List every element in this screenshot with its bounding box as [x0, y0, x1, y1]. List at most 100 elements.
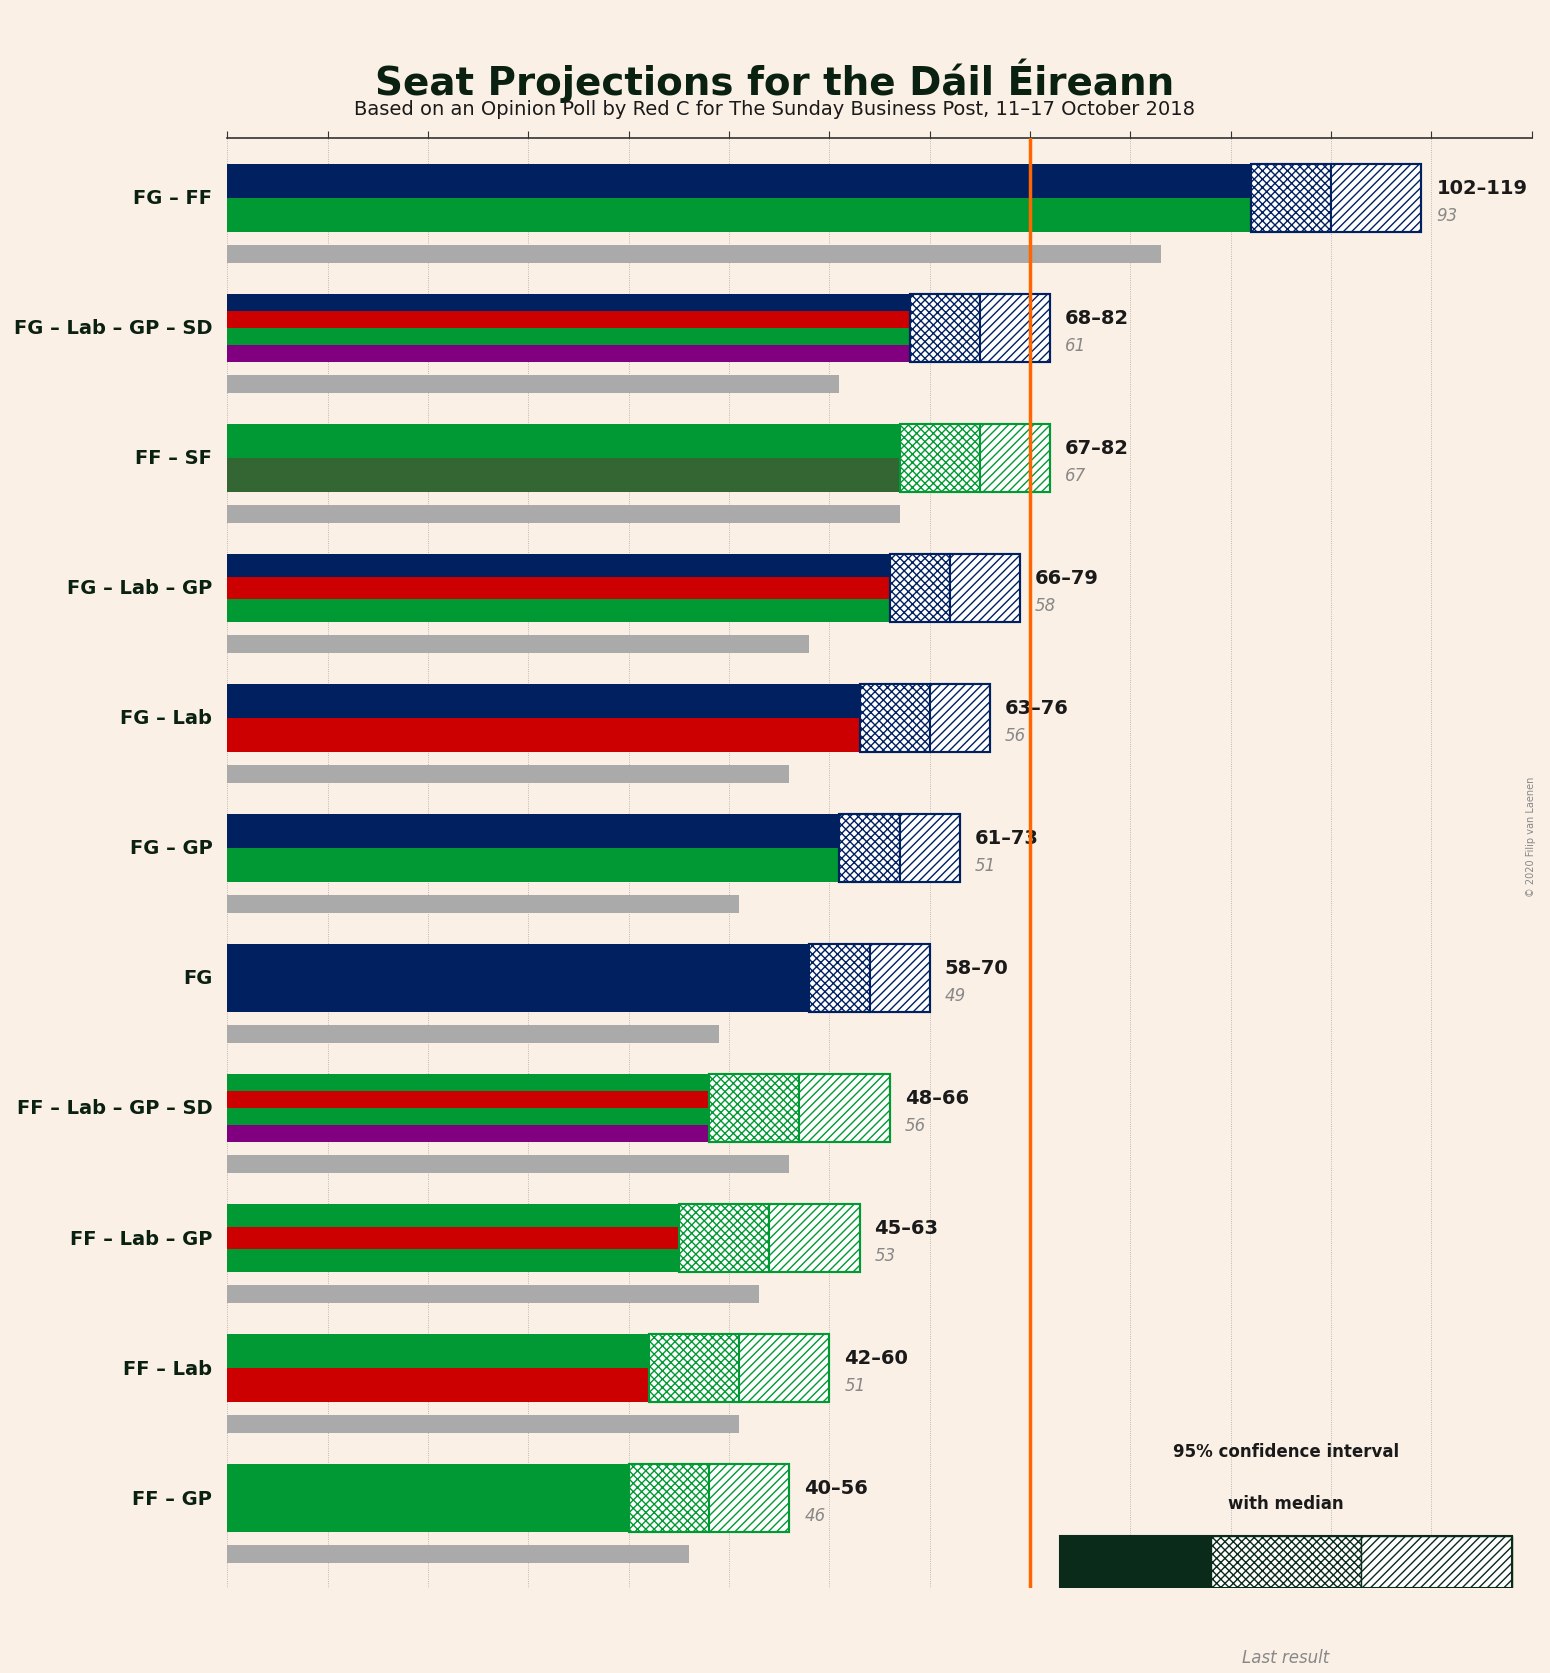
Text: 49: 49: [946, 987, 966, 1004]
Bar: [629, 1464, 708, 1532]
Bar: [228, 1544, 688, 1563]
Bar: [800, 1074, 890, 1143]
Text: FG – GP: FG – GP: [130, 838, 212, 858]
Bar: [649, 1335, 829, 1402]
Bar: [890, 555, 1020, 622]
Bar: [228, 1074, 708, 1091]
Bar: [228, 1205, 679, 1226]
Bar: [1060, 1536, 1511, 1588]
Text: Seat Projections for the Dáil Éireann: Seat Projections for the Dáil Éireann: [375, 59, 1175, 104]
Bar: [228, 1154, 789, 1173]
Bar: [228, 1250, 679, 1271]
Bar: [228, 1108, 708, 1126]
Bar: [228, 636, 809, 654]
Text: FF – Lab – GP – SD: FF – Lab – GP – SD: [17, 1099, 212, 1118]
Bar: [228, 1026, 719, 1044]
Bar: [1060, 1608, 1353, 1636]
Text: FF – SF: FF – SF: [135, 448, 212, 468]
Bar: [809, 945, 930, 1012]
Text: FF – Lab: FF – Lab: [124, 1358, 212, 1377]
Text: 67: 67: [1065, 467, 1087, 485]
Text: Last result: Last result: [1243, 1648, 1330, 1666]
Text: 63–76: 63–76: [1004, 699, 1069, 718]
Bar: [910, 294, 980, 363]
Bar: [870, 945, 930, 1012]
Text: 67–82: 67–82: [1065, 438, 1130, 458]
Bar: [1211, 1536, 1361, 1588]
Bar: [228, 815, 840, 848]
Text: 56: 56: [1004, 726, 1026, 744]
Bar: [228, 684, 860, 718]
Text: FG – Lab – GP: FG – Lab – GP: [67, 579, 212, 599]
Text: 58–70: 58–70: [946, 959, 1009, 977]
Bar: [228, 311, 910, 328]
Bar: [1251, 166, 1331, 233]
Text: 61–73: 61–73: [975, 828, 1038, 848]
Text: 93: 93: [1437, 207, 1457, 224]
Bar: [228, 294, 910, 311]
Bar: [1251, 166, 1421, 233]
Text: with median: with median: [1228, 1494, 1344, 1512]
Text: Based on an Opinion Poll by Red C for The Sunday Business Post, 11–17 October 20: Based on an Opinion Poll by Red C for Th…: [355, 100, 1195, 119]
Bar: [228, 577, 890, 601]
Text: 53: 53: [874, 1246, 896, 1265]
Bar: [840, 815, 959, 882]
Text: 40–56: 40–56: [804, 1479, 868, 1497]
Bar: [980, 294, 1051, 363]
Bar: [228, 346, 910, 363]
Bar: [980, 425, 1051, 492]
Bar: [228, 328, 910, 346]
Text: 48–66: 48–66: [905, 1089, 969, 1108]
Bar: [228, 1369, 649, 1402]
Text: 46: 46: [804, 1506, 826, 1524]
Bar: [228, 458, 899, 492]
Bar: [930, 684, 990, 753]
Bar: [228, 166, 1251, 199]
Text: FG – FF: FG – FF: [133, 189, 212, 209]
Text: 95% confidence interval: 95% confidence interval: [1173, 1442, 1400, 1461]
Text: 51: 51: [975, 857, 997, 875]
Bar: [860, 684, 990, 753]
Text: 45–63: 45–63: [874, 1218, 939, 1238]
Bar: [809, 945, 870, 1012]
Text: FG: FG: [183, 969, 212, 987]
Text: FF – GP: FF – GP: [132, 1489, 212, 1507]
Bar: [228, 848, 840, 882]
Bar: [1331, 166, 1421, 233]
Text: 42–60: 42–60: [845, 1348, 908, 1367]
Bar: [679, 1205, 860, 1271]
Bar: [228, 1126, 708, 1143]
Bar: [228, 199, 1251, 233]
Bar: [950, 555, 1020, 622]
Bar: [708, 1464, 789, 1532]
Bar: [228, 1464, 629, 1497]
Bar: [899, 425, 980, 492]
Bar: [228, 1226, 679, 1250]
Bar: [228, 555, 890, 577]
Bar: [228, 945, 809, 1012]
Bar: [228, 765, 789, 783]
Bar: [899, 425, 1051, 492]
Bar: [228, 601, 890, 622]
Bar: [228, 718, 860, 753]
Bar: [890, 555, 950, 622]
Bar: [228, 1091, 708, 1108]
Bar: [739, 1335, 829, 1402]
Bar: [708, 1074, 800, 1143]
Text: © 2020 Filip van Laenen: © 2020 Filip van Laenen: [1527, 776, 1536, 897]
Text: 58: 58: [1035, 597, 1057, 614]
Bar: [840, 815, 899, 882]
Bar: [769, 1205, 860, 1271]
Text: 102–119: 102–119: [1437, 179, 1527, 197]
Bar: [649, 1335, 739, 1402]
Text: FG – Lab: FG – Lab: [121, 709, 212, 728]
Bar: [228, 1285, 760, 1303]
Text: 56: 56: [905, 1116, 925, 1134]
Text: FF – Lab – GP: FF – Lab – GP: [70, 1228, 212, 1248]
Text: 68–82: 68–82: [1065, 310, 1130, 328]
Text: 66–79: 66–79: [1035, 569, 1099, 587]
Bar: [860, 684, 930, 753]
Bar: [899, 815, 959, 882]
Bar: [708, 1074, 890, 1143]
Bar: [228, 375, 840, 393]
